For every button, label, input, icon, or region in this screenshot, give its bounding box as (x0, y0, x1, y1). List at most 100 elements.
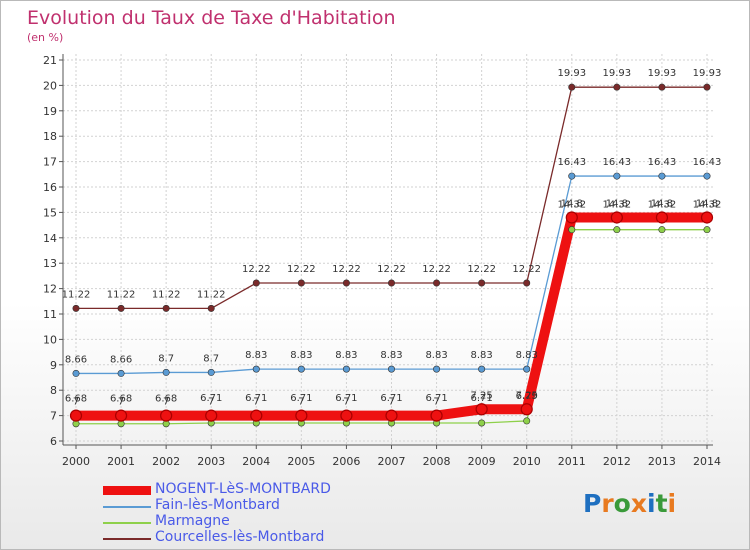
chart-title: Evolution du Taux de Taxe d'Habitation (27, 7, 396, 29)
grid-lines (63, 54, 713, 445)
y-tick-label: 15 (43, 206, 57, 219)
legend-swatch (103, 538, 151, 540)
data-point (385, 409, 398, 422)
data-label: 7 (163, 397, 169, 408)
y-tick-label: 6 (50, 435, 57, 448)
data-point (162, 368, 170, 376)
data-point (658, 226, 666, 234)
data-label: 6.68 (65, 394, 87, 405)
data-point (342, 279, 350, 287)
data-point (613, 226, 621, 234)
data-labels: 11.22 11.22 11.22 11.22 12.22 12.22 12.22 12.22… (62, 68, 722, 407)
data-label: 14.8 (696, 198, 718, 209)
logo-letter: r (601, 489, 614, 518)
data-label: 12.22 (422, 264, 451, 275)
data-label: 11.22 (107, 289, 136, 300)
y-tick-label: 12 (43, 283, 57, 296)
data-point (610, 211, 623, 224)
x-tick-label: 2003 (197, 455, 225, 468)
data-label: 16.43 (557, 157, 586, 168)
data-point (703, 83, 711, 91)
data-label: 14.32 (557, 200, 586, 211)
data-point (295, 409, 308, 422)
data-label: 8.66 (110, 354, 132, 365)
x-tick-label: 2010 (513, 455, 541, 468)
data-point (523, 365, 531, 373)
unit-label: (en %) (27, 31, 64, 44)
data-label: 8.83 (335, 350, 357, 361)
data-label: 12.22 (332, 264, 361, 275)
y-tick-label: 10 (43, 333, 57, 346)
data-point (430, 409, 443, 422)
data-label: 12.22 (287, 264, 316, 275)
x-tick-label: 2004 (242, 455, 270, 468)
data-label: 6.71 (290, 393, 312, 404)
y-tick-label: 8 (50, 384, 57, 397)
data-point (523, 417, 531, 425)
y-tick-label: 9 (50, 359, 57, 372)
data-label: 16.43 (693, 157, 722, 168)
proxiti-logo: Proxiti (583, 489, 676, 518)
data-point (340, 409, 353, 422)
x-tick-label: 2001 (107, 455, 135, 468)
x-tick-label: 2005 (287, 455, 315, 468)
logo-letter: P (583, 489, 602, 518)
y-tick-label: 14 (43, 232, 57, 245)
data-point (478, 419, 486, 427)
data-point (613, 172, 621, 180)
data-label: 7 (298, 397, 304, 408)
data-point (117, 369, 125, 377)
axes (59, 54, 713, 449)
x-tick-label: 2006 (332, 455, 360, 468)
data-point (520, 403, 533, 416)
data-point (478, 279, 486, 287)
y-tick-label: 19 (43, 105, 57, 118)
data-point (568, 83, 576, 91)
data-label: 19.93 (557, 68, 586, 79)
x-tick-label: 2011 (558, 455, 586, 468)
x-tick-label: 2014 (693, 455, 721, 468)
data-label: 8.83 (516, 350, 538, 361)
y-tick-label: 7 (50, 410, 57, 423)
data-label: 14.32 (648, 200, 677, 211)
y-tick-label: 21 (43, 54, 57, 67)
data-point (433, 279, 441, 287)
data-label: 12.22 (467, 264, 496, 275)
data-label: 6.68 (155, 394, 177, 405)
data-label: 16.43 (603, 157, 632, 168)
x-tick-label: 2013 (648, 455, 676, 468)
data-label: 14.8 (606, 198, 628, 209)
data-point (69, 409, 83, 422)
x-tick-labels: 2000 2001 2002 2003 2004 2005 2006 2007 2008 2009… (62, 455, 721, 468)
data-label: 8.83 (380, 350, 402, 361)
logo-letter: i (647, 489, 656, 518)
y-tick-label: 18 (43, 130, 57, 143)
legend-label: Courcelles-lès-Montbard (155, 529, 325, 545)
data-label: 8.83 (471, 350, 493, 361)
data-label: 11.22 (152, 289, 181, 300)
data-point (523, 279, 531, 287)
data-point (658, 83, 666, 91)
data-point (568, 172, 576, 180)
legend-label: NOGENT-LèS-MONTBARD (155, 481, 331, 497)
data-label: 14.32 (693, 200, 722, 211)
data-label: 6.71 (425, 393, 447, 404)
y-tick-label: 13 (43, 257, 57, 270)
data-point (72, 304, 80, 312)
data-point (162, 304, 170, 312)
data-point (433, 365, 441, 373)
data-label: 19.93 (693, 68, 722, 79)
x-tick-label: 2009 (468, 455, 496, 468)
y-tick-label: 20 (43, 79, 57, 92)
data-label: 8.83 (425, 350, 447, 361)
legend-swatch (103, 486, 151, 495)
data-label: 7.25 (471, 390, 493, 401)
logo-letter: o (613, 489, 631, 518)
data-label: 6.71 (471, 393, 493, 404)
data-label: 19.93 (603, 68, 632, 79)
data-point (387, 365, 395, 373)
data-label: 8.7 (203, 353, 219, 364)
data-label: 7 (73, 397, 79, 408)
logo-letter: i (667, 489, 677, 518)
